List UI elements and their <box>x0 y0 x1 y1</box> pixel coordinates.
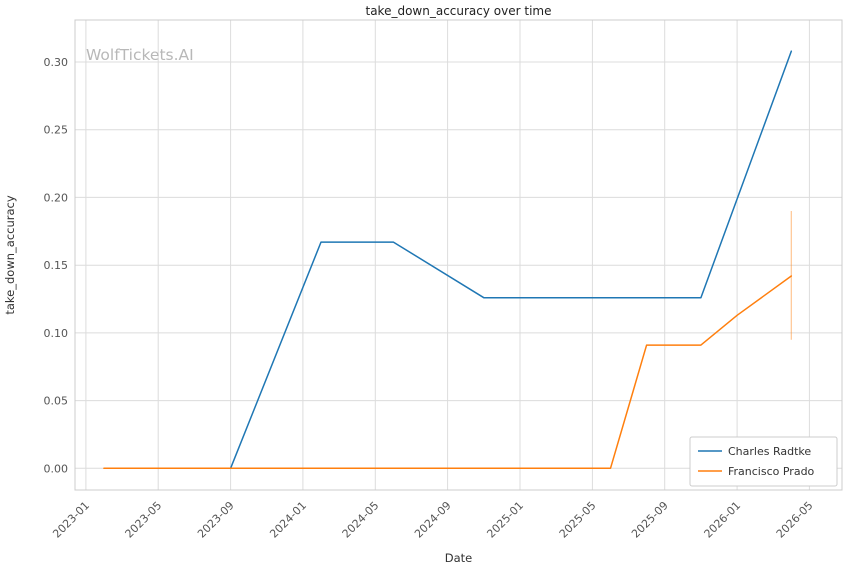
y-tick-label: 0.20 <box>44 191 69 204</box>
y-axis-label: take_down_accuracy <box>3 195 17 314</box>
x-tick-label: 2025-09 <box>629 499 671 541</box>
x-tick-label: 2023-09 <box>195 499 237 541</box>
x-axis-label: Date <box>445 551 473 565</box>
watermark: WolfTickets.AI <box>86 46 194 64</box>
plot-border <box>74 19 843 491</box>
x-tick-label: 2024-01 <box>267 499 309 541</box>
y-tick-label: 0.25 <box>44 124 69 137</box>
y-tick-label: 0.00 <box>44 462 69 475</box>
legend <box>689 436 838 487</box>
y-tick-label: 0.10 <box>44 327 69 340</box>
x-tick-label: 2024-05 <box>340 499 382 541</box>
series-line-francisco-prado <box>103 275 793 470</box>
plot-area <box>75 20 842 490</box>
y-tick-label: 0.15 <box>44 259 69 272</box>
y-tick-label: 0.30 <box>44 56 69 69</box>
legend-label-charles-radtke: Charles Radtke <box>728 445 811 458</box>
legend-label-francisco-prado: Francisco Prado <box>728 465 815 478</box>
x-tick-label: 2024-09 <box>412 499 454 541</box>
x-tick-label: 2025-01 <box>484 499 526 541</box>
x-tick-label: 2023-01 <box>50 499 92 541</box>
y-tick-label: 0.05 <box>44 395 69 408</box>
series-line-charles-radtke <box>229 50 793 470</box>
chart-title: take_down_accuracy over time <box>366 4 552 18</box>
x-tick-label: 2025-05 <box>557 499 599 541</box>
x-tick-label: 2026-05 <box>774 499 816 541</box>
x-tick-label: 2026-01 <box>702 499 744 541</box>
x-tick-label: 2023-05 <box>123 499 165 541</box>
